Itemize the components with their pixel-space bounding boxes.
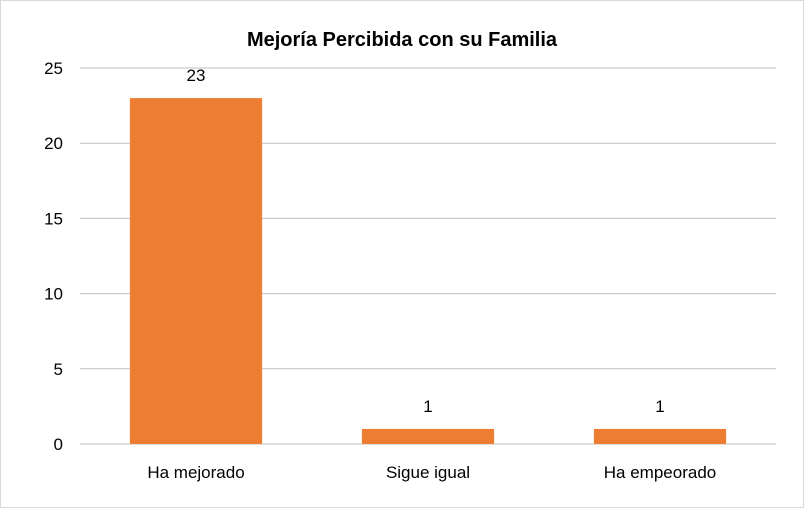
y-tick-label: 25 — [44, 59, 63, 78]
category-label: Sigue igual — [386, 463, 470, 482]
x-axis-categories: Ha mejorado Sigue igual Ha empeorado — [147, 463, 716, 482]
data-label: 1 — [423, 397, 432, 416]
bars — [129, 98, 727, 444]
bar — [593, 428, 727, 444]
y-tick-label: 20 — [44, 134, 63, 153]
y-tick-label: 0 — [54, 435, 63, 454]
chart-title: Mejoría Percibida con su Familia — [247, 29, 558, 51]
category-label: Ha mejorado — [147, 463, 244, 482]
category-label: Ha empeorado — [604, 463, 716, 482]
data-label: 1 — [655, 397, 664, 416]
y-tick-label: 5 — [54, 360, 63, 379]
data-labels: 23 1 1 — [187, 66, 665, 416]
bar — [361, 428, 495, 444]
y-tick-label: 15 — [44, 209, 63, 228]
y-tick-label: 10 — [44, 285, 63, 304]
bar — [129, 98, 263, 444]
data-label: 23 — [187, 66, 206, 85]
y-axis-ticks: 0 5 10 15 20 25 — [44, 59, 63, 454]
